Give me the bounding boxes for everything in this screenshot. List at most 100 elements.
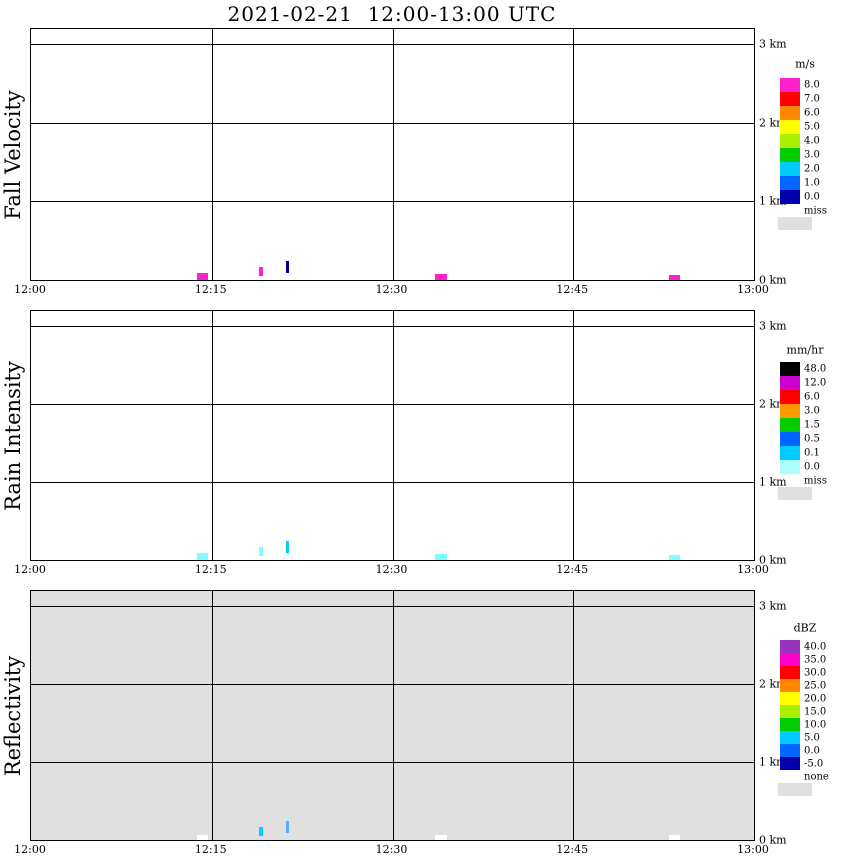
data-mark xyxy=(669,555,680,560)
y-axis-label-reflectivity: Reflectivity xyxy=(1,655,25,776)
colorbar-segment xyxy=(780,692,800,705)
colorbar-segment xyxy=(780,744,800,757)
gridline-horizontal xyxy=(31,762,754,763)
colorbar-segment xyxy=(780,432,800,446)
time-tick-label: 12:00 xyxy=(14,563,46,576)
gridline-vertical xyxy=(211,29,213,280)
data-mark xyxy=(434,553,447,560)
colorbar-segment xyxy=(780,404,800,418)
colorbar-segment xyxy=(780,460,800,474)
time-tick-label: 12:45 xyxy=(556,843,589,856)
gridline-horizontal xyxy=(31,122,754,124)
colorbar-segment xyxy=(780,362,800,376)
colorbar-tick-label: 8.0 xyxy=(804,79,820,91)
time-tick-label: 12:15 xyxy=(194,843,227,856)
plot-area-rain-intensity xyxy=(30,310,755,561)
colorbar-tick-label: 2.0 xyxy=(804,163,820,175)
data-mark xyxy=(434,273,447,280)
panel-fall-velocity: Fall Velocity 3 km 2 km 1 km 0 km 12:00 12:1… xyxy=(0,28,850,296)
colorbar-segment xyxy=(780,418,800,432)
colorbar-tick-label: 1.5 xyxy=(804,419,820,431)
colorbar-tick-label: 0.1 xyxy=(804,447,820,459)
colorbar-title: mm/hr xyxy=(786,343,824,357)
colorbar-tick-label: 6.0 xyxy=(804,107,820,119)
colorbar-segment xyxy=(780,718,800,731)
data-mark xyxy=(259,826,263,837)
data-mark xyxy=(196,552,208,560)
colorbar-segment xyxy=(780,162,800,176)
colorbar-segment xyxy=(780,446,800,460)
colorbar-tick-label: 12.0 xyxy=(804,377,827,389)
colorbar-tick-label: 48.0 xyxy=(804,363,827,375)
gridline-horizontal xyxy=(31,404,754,405)
gridline-vertical xyxy=(211,591,213,840)
colorbar-segment xyxy=(780,176,800,190)
colorbar-segment xyxy=(780,666,800,679)
y-axis-label-rain-intensity: Rain Intensity xyxy=(1,360,25,511)
colorbar-segment xyxy=(780,679,800,692)
gridline-vertical xyxy=(392,29,394,280)
time-tick-label: 13:00 xyxy=(737,563,769,576)
colorbar-tick-label: 3.0 xyxy=(804,149,820,161)
colorbar-segment xyxy=(780,148,800,162)
data-mark xyxy=(669,275,680,280)
gridline-horizontal xyxy=(31,201,754,203)
gridline-horizontal xyxy=(31,482,754,483)
gridline-horizontal xyxy=(31,684,754,685)
colorbar-tick-label: -5.0 xyxy=(804,758,824,769)
colorbar-missing-swatch xyxy=(778,487,812,500)
colorbar-fall-velocity: m/s 8.0 7.0 6.0 5.0 4.0 3.0 2.0 1.0 0.0 miss xyxy=(778,28,850,281)
colorbar-segment xyxy=(780,390,800,404)
time-tick-label: 12:15 xyxy=(194,283,227,296)
data-mark xyxy=(196,272,208,280)
colorbar-tick-label: 10.0 xyxy=(804,719,827,730)
colorbar-segment xyxy=(780,705,800,718)
panel-reflectivity: Reflectivity 3 km 2 km 1 km 0 km 12:00 12:15… xyxy=(0,590,850,856)
time-axis-labels: 12:00 12:15 12:30 12:45 13:00 xyxy=(0,841,850,856)
colorbar-tick-label: 30.0 xyxy=(804,667,827,678)
colorbar-segment xyxy=(780,106,800,120)
panel-rain-intensity: Rain Intensity 3 km 2 km 1 km 0 km 12:00 12:… xyxy=(0,310,850,576)
time-tick-label: 12:00 xyxy=(14,283,46,296)
plot-area-reflectivity xyxy=(30,590,755,841)
colorbar-title: m/s xyxy=(795,57,815,71)
colorbar-segment xyxy=(780,757,800,770)
data-mark xyxy=(259,266,263,277)
colorbar-tick-label: 0.5 xyxy=(804,433,820,445)
colorbar-segment xyxy=(780,653,800,666)
colorbar-segment xyxy=(780,134,800,148)
gridline-vertical xyxy=(392,591,394,840)
colorbar-segment xyxy=(780,376,800,390)
data-mark xyxy=(285,821,290,833)
colorbar-segment xyxy=(780,731,800,744)
colorbar-tick-label: 1.0 xyxy=(804,177,820,189)
colorbar-tick-label: 20.0 xyxy=(804,693,827,704)
chart-title: 2021-02-21 12:00-13:00 UTC xyxy=(227,2,557,26)
time-tick-label: 13:00 xyxy=(737,843,769,856)
data-mark xyxy=(259,546,263,557)
gridline-vertical xyxy=(573,591,575,840)
gridline-horizontal xyxy=(31,326,754,327)
gridline-vertical xyxy=(392,311,394,560)
data-mark xyxy=(196,834,208,840)
gridline-horizontal xyxy=(31,44,754,45)
time-tick-label: 12:30 xyxy=(375,563,408,576)
colorbar-segment xyxy=(780,78,800,92)
time-tick-label: 12:30 xyxy=(375,843,408,856)
time-tick-label: 12:45 xyxy=(556,563,589,576)
time-tick-label: 12:00 xyxy=(14,843,46,856)
colorbar-missing-swatch xyxy=(778,783,812,796)
data-mark xyxy=(285,541,290,553)
gridline-vertical xyxy=(573,29,575,280)
colorbar-tick-label: 0.0 xyxy=(804,745,820,756)
gridline-vertical xyxy=(573,311,575,560)
colorbar-tick-label: 4.0 xyxy=(804,135,820,147)
colorbar-title: dBZ xyxy=(793,621,817,635)
colorbar-tick-label: 5.0 xyxy=(804,121,820,133)
colorbar-tick-label: 6.0 xyxy=(804,391,820,403)
colorbar-segment xyxy=(780,190,800,204)
colorbar-tick-label: 0.0 xyxy=(804,461,820,473)
colorbar-rain-intensity: mm/hr 48.0 12.0 6.0 3.0 1.5 0.5 0.1 0.0 miss xyxy=(778,310,850,561)
time-tick-label: 13:00 xyxy=(737,283,769,296)
